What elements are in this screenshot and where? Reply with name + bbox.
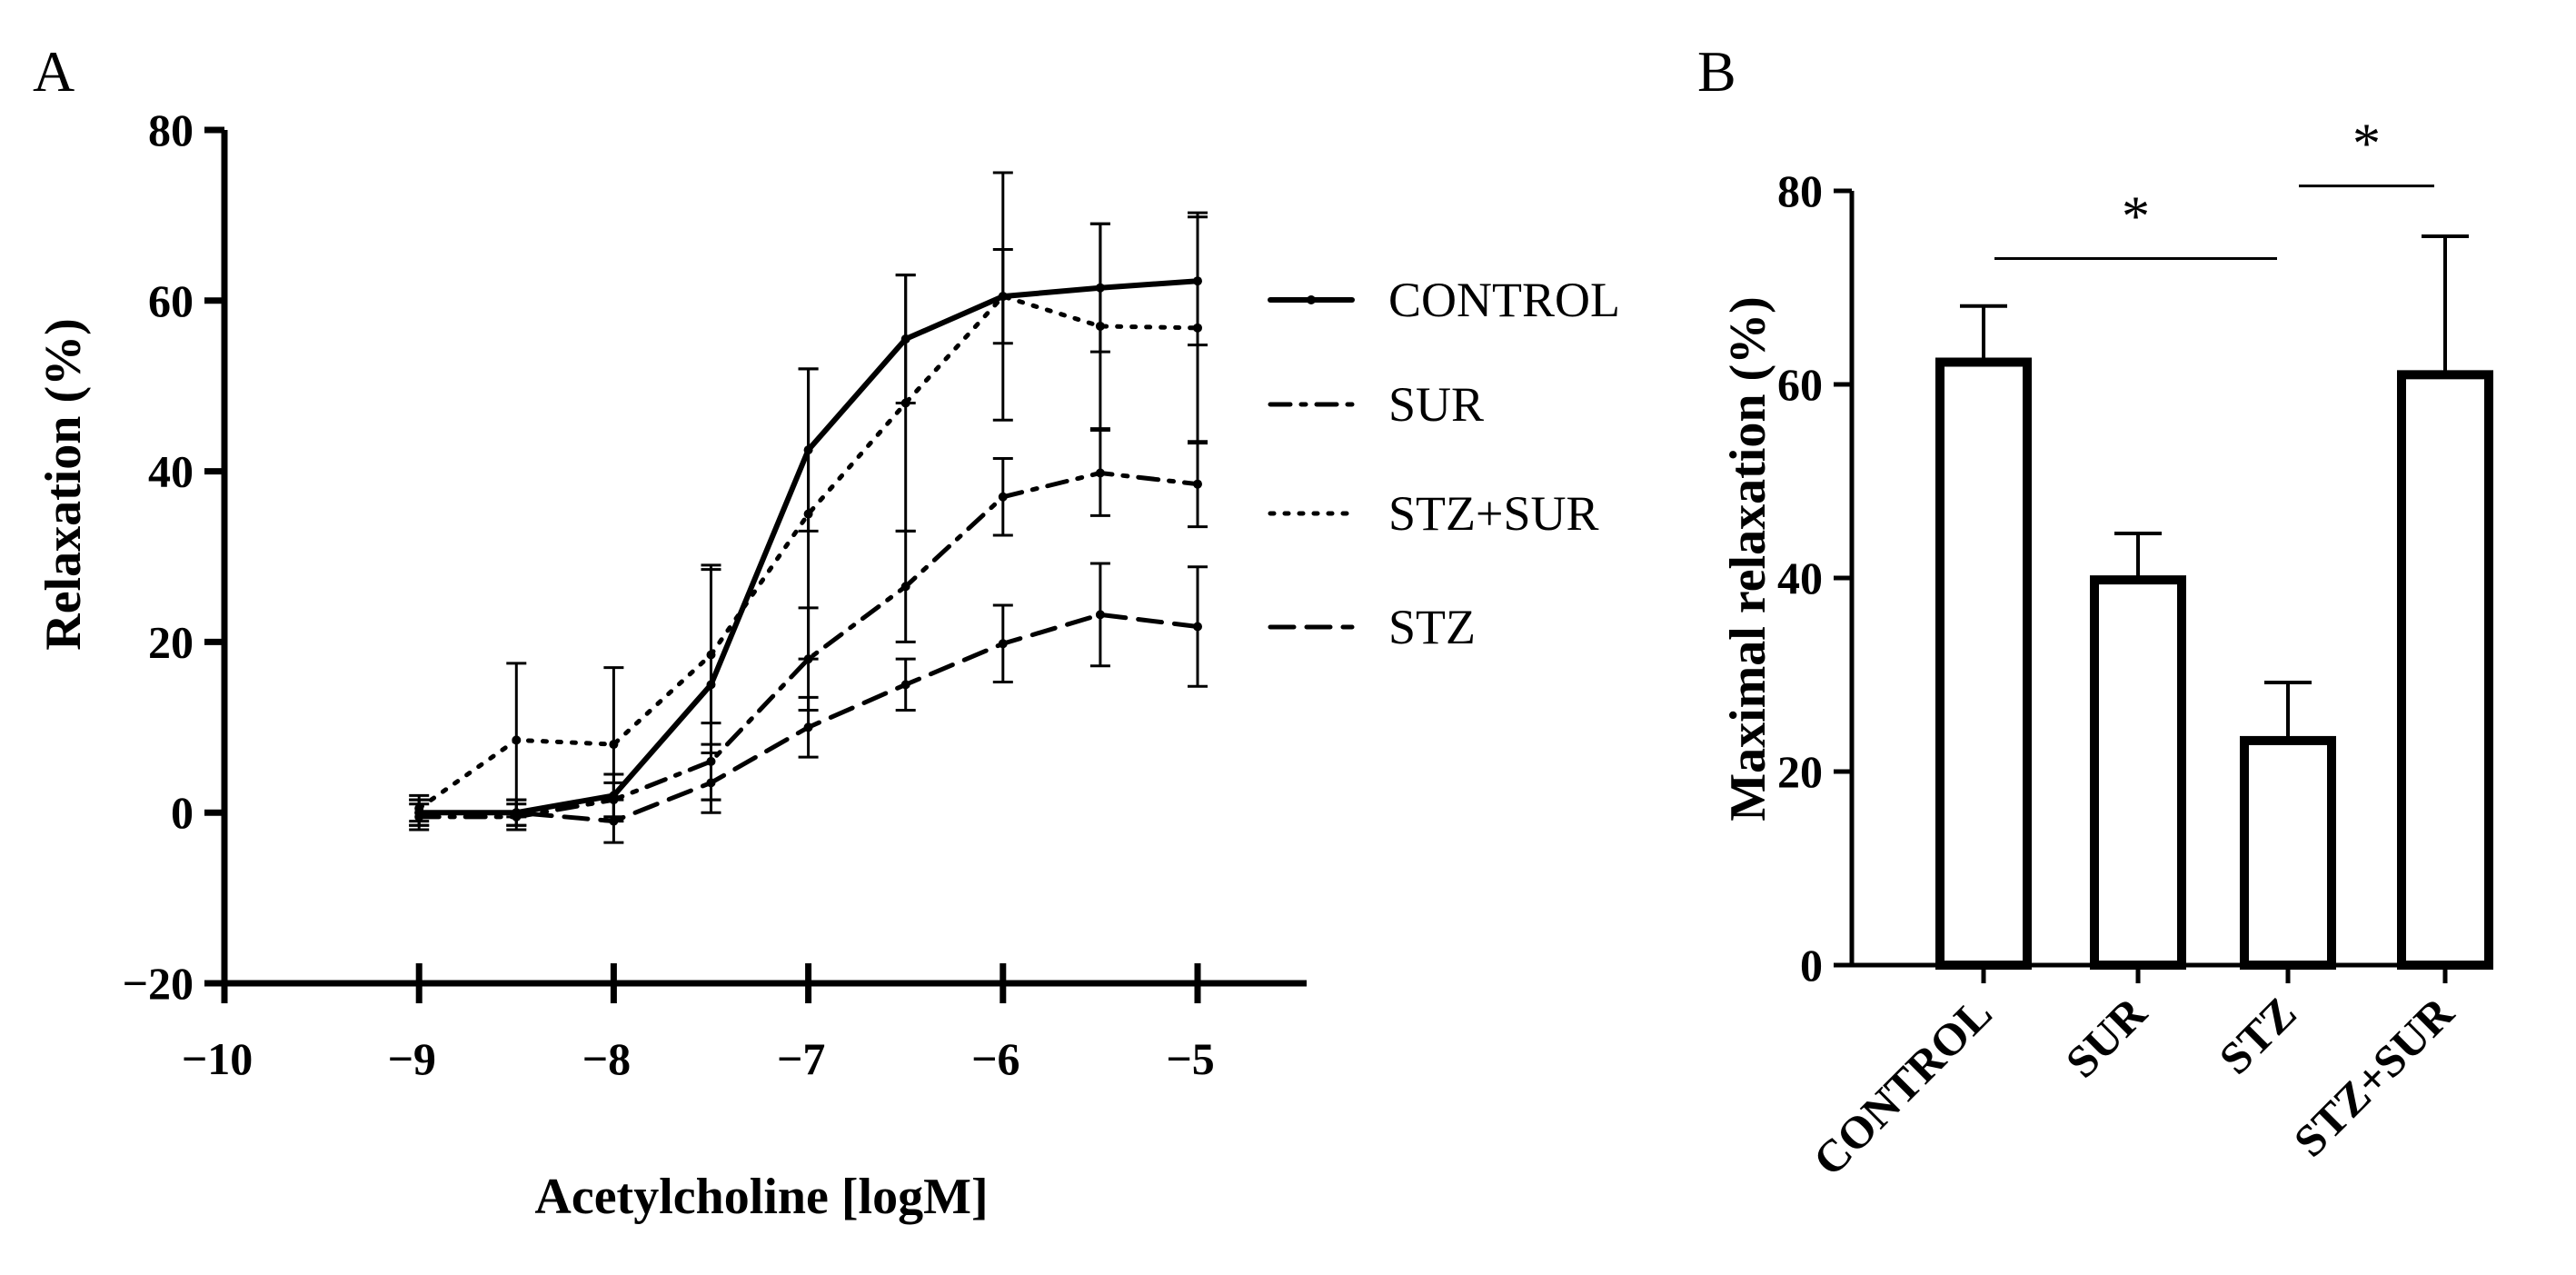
stz-plus-sur-point [706, 650, 716, 660]
panel-b-y-tick-label: 20 [1777, 746, 1823, 797]
panel-a-series [409, 171, 1208, 844]
relaxation-curve-chart: −20 0 20 40 60 80 −10 −9 −8 −7 −6 −5 CONTROL SUR STZ+… [35, 105, 1620, 1225]
sur-line [416, 470, 1200, 820]
sur-category-label: SUR [2055, 987, 2156, 1088]
control-bar [1935, 357, 2032, 970]
panel-a-y-tick-label: 40 [148, 446, 194, 497]
panel-b-y-tick-label: 60 [1777, 359, 1823, 410]
stz-plus-sur-point [998, 292, 1008, 302]
legend-stz-plus-sur-label: STZ+SUR [1388, 486, 1599, 541]
stz-plus-sur-point [803, 509, 813, 519]
panel-b-letter: B [1697, 39, 1736, 104]
legend-control-marker [1307, 295, 1316, 304]
panel-a-axes: −20 0 20 40 60 80 −10 −9 −8 −7 −6 −5 [123, 105, 1307, 1084]
panel-a-x-tick-label: −6 [971, 1033, 1020, 1084]
legend-control-label: CONTROL [1388, 273, 1620, 327]
stz-point [1193, 622, 1202, 632]
panel-a-letter: A [33, 39, 75, 104]
stz-plus-sur-point [900, 398, 910, 408]
series-stz [409, 562, 1208, 844]
stz-category-label: STZ [2209, 987, 2305, 1083]
stz-point [609, 816, 619, 826]
stz-point [414, 808, 424, 818]
sur-point [1193, 479, 1202, 489]
panel-a-x-axis-title: Acetylcholine [logM] [534, 1169, 988, 1225]
panel-a-x-tick-label: −8 [582, 1033, 632, 1084]
panel-a-x-tick-label: −7 [777, 1033, 826, 1084]
legend-stz-label: STZ [1388, 600, 1476, 654]
panel-a-y-tick-label: −20 [123, 958, 194, 1009]
series-stz-plus-sur [409, 171, 1208, 823]
panel-b-y-tick-label: 40 [1777, 553, 1823, 603]
panel-a-x-tick-label: −10 [182, 1033, 254, 1084]
panel-b-significance: ** [1994, 114, 2434, 261]
stz-plus-sur-point [512, 735, 522, 745]
panel-a-x-tick-label: −5 [1166, 1033, 1215, 1084]
stz-point [1095, 610, 1105, 620]
panel-b-y-tick-label: 80 [1777, 165, 1823, 216]
stz-point [706, 778, 716, 788]
stz-plus-sur-point [1095, 321, 1105, 331]
panel-a-y-axis-title: Relaxation (%) [35, 318, 92, 651]
sur-point [900, 582, 910, 592]
legend-sur-label: SUR [1388, 377, 1484, 432]
panel-b-y-axis-title: Maximal relaxation (%) [1720, 296, 1776, 822]
stz-plus-sur-bar [2397, 370, 2493, 971]
sur-point [998, 492, 1008, 502]
panel-b-bars [1935, 234, 2493, 971]
sur-bar [2090, 575, 2186, 970]
stz-bar [2240, 735, 2336, 970]
stz-plus-sur-category-label: STZ+SUR [2283, 987, 2463, 1167]
panel-a-y-tick-label: 0 [171, 787, 194, 838]
stz-plus-sur-point [609, 740, 619, 750]
stz-point [803, 722, 813, 732]
control-category-label: CONTROL [1803, 987, 2001, 1185]
panel-a-legend: CONTROL SUR STZ+SUR STZ [1268, 273, 1620, 654]
panel-a-y-tick-label: 60 [148, 275, 194, 326]
stz-point [900, 680, 910, 690]
panel-a-y-tick-label: 80 [148, 105, 194, 155]
stz-point [998, 639, 1008, 649]
panel-b-y-tick-label: 0 [1800, 940, 1823, 991]
sur-point [1095, 468, 1105, 478]
stz-point [512, 808, 522, 818]
significance-marker-2: * [2352, 114, 2381, 175]
panel-a-x-tick-label: −9 [387, 1033, 436, 1084]
significance-marker-1: * [2122, 186, 2150, 248]
panel-a-y-tick-label: 20 [148, 616, 194, 667]
stz-plus-sur-point [1193, 323, 1202, 333]
